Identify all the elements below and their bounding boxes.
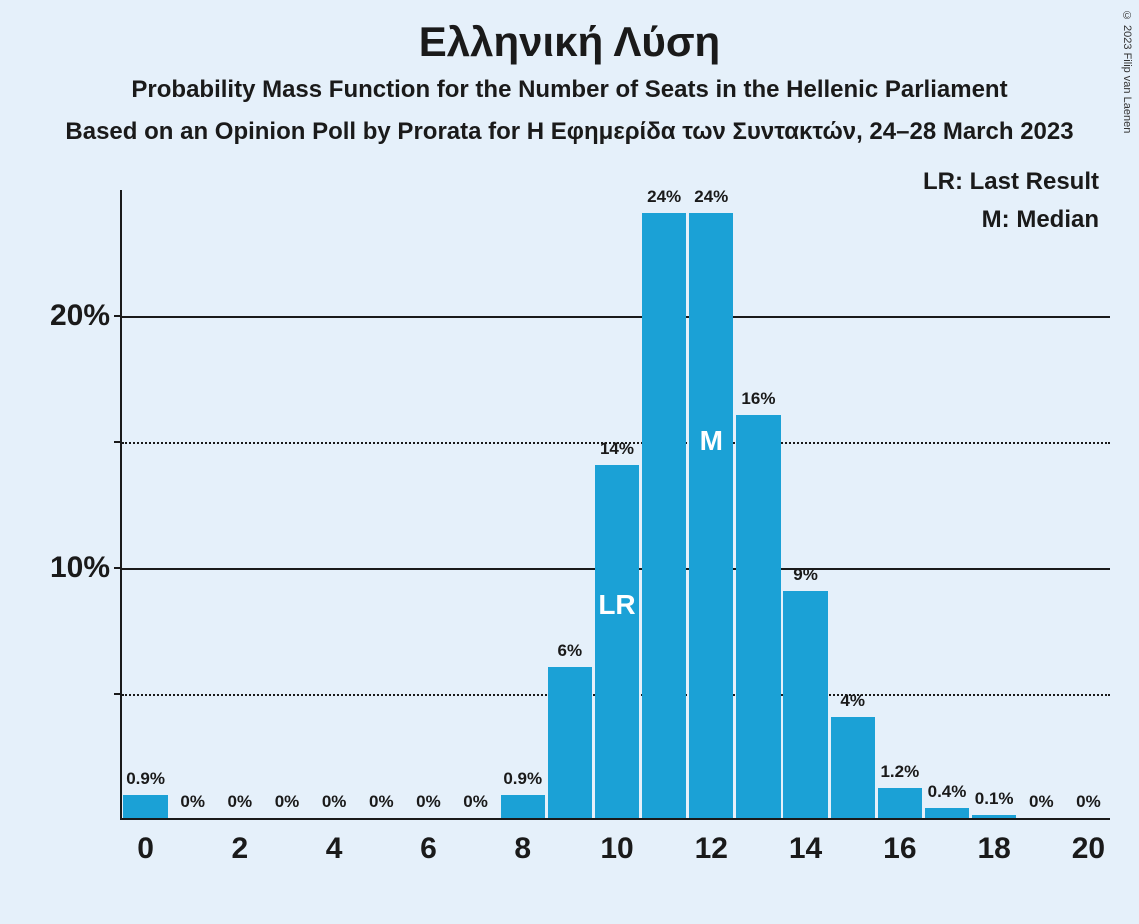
bar: 0.4% <box>925 808 969 818</box>
bar-tag: LR <box>598 589 635 621</box>
bar: 24%M <box>689 213 733 818</box>
bar-value-label: 0% <box>228 792 253 818</box>
y-tick-mark <box>114 567 122 569</box>
copyright-text: © 2023 Filip van Laenen <box>1121 10 1133 133</box>
chart-subtitle-1: Probability Mass Function for the Number… <box>0 76 1139 104</box>
bar: 4% <box>831 717 875 818</box>
bar-value-label: 0% <box>180 792 205 818</box>
bar-value-label: 0.1% <box>975 789 1014 815</box>
bar-value-label: 24% <box>694 187 728 213</box>
chart-subtitle-2: Based on an Opinion Poll by Prorata for … <box>0 118 1139 146</box>
bar: 14%LR <box>595 465 639 818</box>
bar: 0.9% <box>123 795 167 818</box>
bar-value-label: 0% <box>322 792 347 818</box>
bar-value-label: 0.9% <box>126 769 165 795</box>
bar-value-label: 0.9% <box>503 769 542 795</box>
bar-value-label: 0% <box>416 792 441 818</box>
bar-value-label: 1.2% <box>880 762 919 788</box>
x-axis-label: 8 <box>514 818 531 866</box>
bar-value-label: 9% <box>793 565 818 591</box>
x-axis-label: 2 <box>232 818 249 866</box>
grid-major-line <box>122 316 1110 318</box>
bar-value-label: 0% <box>369 792 394 818</box>
y-axis-label: 20% <box>50 299 110 333</box>
bar: 6% <box>548 667 592 818</box>
bar-value-label: 0% <box>1029 792 1054 818</box>
x-axis-label: 16 <box>883 818 916 866</box>
x-axis-label: 10 <box>600 818 633 866</box>
y-tick-mark <box>114 315 122 317</box>
bar-value-label: 4% <box>840 691 865 717</box>
bar: 1.2% <box>878 788 922 818</box>
x-axis-label: 20 <box>1072 818 1105 866</box>
bar-tag: M <box>700 425 723 457</box>
y-tick-mark <box>114 441 122 443</box>
x-axis-label: 4 <box>326 818 343 866</box>
bar-value-label: 0% <box>1076 792 1101 818</box>
bar-value-label: 16% <box>741 389 775 415</box>
chart-plot-area: 10%20%0.9%0%0%0%0%0%0%0%0.9%6%14%LR24%24… <box>120 190 1110 820</box>
bar: 24% <box>642 213 686 818</box>
bar-value-label: 0.4% <box>928 782 967 808</box>
x-axis-label: 0 <box>137 818 154 866</box>
bar: 0.9% <box>501 795 545 818</box>
x-axis-label: 12 <box>695 818 728 866</box>
plot-inner: 10%20%0.9%0%0%0%0%0%0%0%0.9%6%14%LR24%24… <box>120 190 1110 820</box>
bar-value-label: 14% <box>600 439 634 465</box>
bar: 9% <box>783 591 827 818</box>
x-axis-label: 18 <box>977 818 1010 866</box>
x-axis-label: 6 <box>420 818 437 866</box>
y-axis-label: 10% <box>50 551 110 585</box>
x-axis-label: 14 <box>789 818 822 866</box>
y-tick-mark <box>114 693 122 695</box>
chart-title: Ελληνική Λύση <box>0 0 1139 66</box>
bar-value-label: 6% <box>558 641 583 667</box>
bar: 16% <box>736 415 780 818</box>
bar-value-label: 0% <box>275 792 300 818</box>
bar-value-label: 0% <box>463 792 488 818</box>
bar-value-label: 24% <box>647 187 681 213</box>
